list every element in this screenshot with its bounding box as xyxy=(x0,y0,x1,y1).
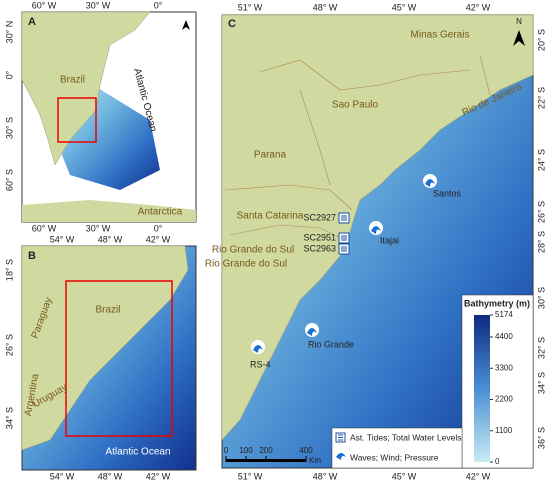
lon-tick: 51° W xyxy=(238,471,263,481)
place-label: Antarctica xyxy=(138,207,183,218)
focus-box xyxy=(57,97,97,143)
panel-c: C 51° W 48° W 45° W 42° W 51° W 48° W 45… xyxy=(205,2,547,481)
state-borders xyxy=(224,54,491,241)
station-label: Itajai xyxy=(380,235,399,245)
lat-tick: 30° S xyxy=(536,287,546,309)
north-label: N xyxy=(516,17,522,26)
colorbar-tick-label: 0 xyxy=(495,457,500,466)
place-label: Brazil xyxy=(60,75,85,86)
lat-tick: 22° S xyxy=(536,87,546,109)
lon-tick: 42° W xyxy=(146,471,171,481)
legend-icon xyxy=(336,453,346,460)
wave-station xyxy=(307,328,317,336)
place-label: Brazil xyxy=(95,305,120,316)
legend-box xyxy=(331,427,463,469)
lon-tick: 51° W xyxy=(238,2,263,12)
lat-tick: 34° S xyxy=(536,372,546,394)
panel-label: B xyxy=(28,250,36,262)
panel-b: B 54° W 48° W 42° W 54° W 48° W 42° W 18… xyxy=(4,234,197,481)
legend-text: Ast. Tides; Total Water Levels xyxy=(350,432,462,442)
lat-tick: 32° S xyxy=(536,337,546,359)
state-label: Rio Grande do Sul xyxy=(212,245,294,256)
legend-icon xyxy=(338,434,343,441)
legend-text: Waves; Wind; Pressure xyxy=(350,452,439,462)
state-label: Santa Catarina xyxy=(237,211,304,222)
lon-tick: 42° W xyxy=(466,471,491,481)
scale-unit: Km xyxy=(309,456,321,465)
colorbar-tick-label: 1100 xyxy=(495,426,513,435)
lon-tick: 48° W xyxy=(313,2,338,12)
lat-tick: 20° S xyxy=(536,29,546,51)
lat-tick: 30° S xyxy=(4,117,14,139)
lat-tick: 0° xyxy=(4,70,14,79)
lat-tick: 18° S xyxy=(4,259,14,281)
land xyxy=(221,14,534,441)
state-label: Parana xyxy=(254,150,287,161)
scale-label: 400 xyxy=(299,446,313,455)
station-label: Santos xyxy=(433,188,462,198)
land xyxy=(21,245,189,451)
lon-tick: 45° W xyxy=(392,2,417,12)
station-label: SC2951 xyxy=(303,232,336,242)
panel-label: A xyxy=(28,16,36,28)
state-label: Rio Grande do Sul xyxy=(205,259,287,270)
land xyxy=(21,11,151,166)
lon-tick: 48° W xyxy=(98,471,123,481)
lon-tick: 48° W xyxy=(313,471,338,481)
lon-tick: 54° W xyxy=(50,471,75,481)
place-label: Atlantic Ocean xyxy=(105,447,170,458)
scale-label: 200 xyxy=(259,446,273,455)
lon-tick: 0° xyxy=(154,223,163,233)
wave-station xyxy=(371,226,381,234)
colorbar xyxy=(474,315,490,462)
panel-label: C xyxy=(228,18,236,30)
lon-tick: 60° W xyxy=(32,0,57,10)
scale-label: 0 xyxy=(224,446,229,455)
lat-tick: 28° S xyxy=(536,231,546,253)
lat-tick: 30° N xyxy=(4,21,14,44)
lon-tick: 42° W xyxy=(466,2,491,12)
lon-tick: 54° W xyxy=(50,234,75,244)
colorbar-tick-label: 2200 xyxy=(495,395,513,404)
station-label: SC2963 xyxy=(303,243,336,253)
north-arrow xyxy=(182,20,190,30)
colorbar-title: Bathymetry (m) xyxy=(464,298,530,308)
lon-tick: 45° W xyxy=(392,471,417,481)
lon-tick: 60° W xyxy=(32,223,57,233)
lon-tick: 48° W xyxy=(98,234,123,244)
lat-tick: 24° S xyxy=(536,149,546,171)
colorbar-tick-label: 3300 xyxy=(495,363,513,372)
lat-tick: 60° S xyxy=(4,169,14,191)
north-arrow xyxy=(513,30,525,46)
wave-station xyxy=(425,179,435,187)
lat-tick: 26° S xyxy=(4,334,14,356)
lat-tick: 26° S xyxy=(536,201,546,223)
station-label: Rio Grande xyxy=(308,339,354,349)
focus-box xyxy=(65,280,173,437)
colorbar-tick-label: 5174 xyxy=(495,310,513,319)
scale-label: 100 xyxy=(239,446,253,455)
colorbar-box xyxy=(461,294,534,469)
lon-tick: 30° W xyxy=(86,223,111,233)
lon-tick: 42° W xyxy=(146,234,171,244)
lon-tick: 0° xyxy=(154,0,163,10)
lon-tick: 30° W xyxy=(86,0,111,10)
panel-a: A 60° W 30° W 0° 60° W 30° W 0° 30° N 0°… xyxy=(4,0,197,233)
station-label: RS-4 xyxy=(250,359,271,369)
lat-tick: 34° S xyxy=(4,407,14,429)
state-label: Sao Paulo xyxy=(332,100,379,111)
tide-station xyxy=(341,215,347,221)
wave-station xyxy=(253,345,263,353)
station-label: SC2927 xyxy=(303,212,336,222)
state-label: Minas Gerais xyxy=(411,30,470,41)
colorbar-tick-label: 4400 xyxy=(495,332,513,341)
tide-station xyxy=(341,246,347,252)
tide-station xyxy=(341,235,347,241)
lat-tick: 36° S xyxy=(536,427,546,449)
antarctica-land xyxy=(22,200,196,222)
